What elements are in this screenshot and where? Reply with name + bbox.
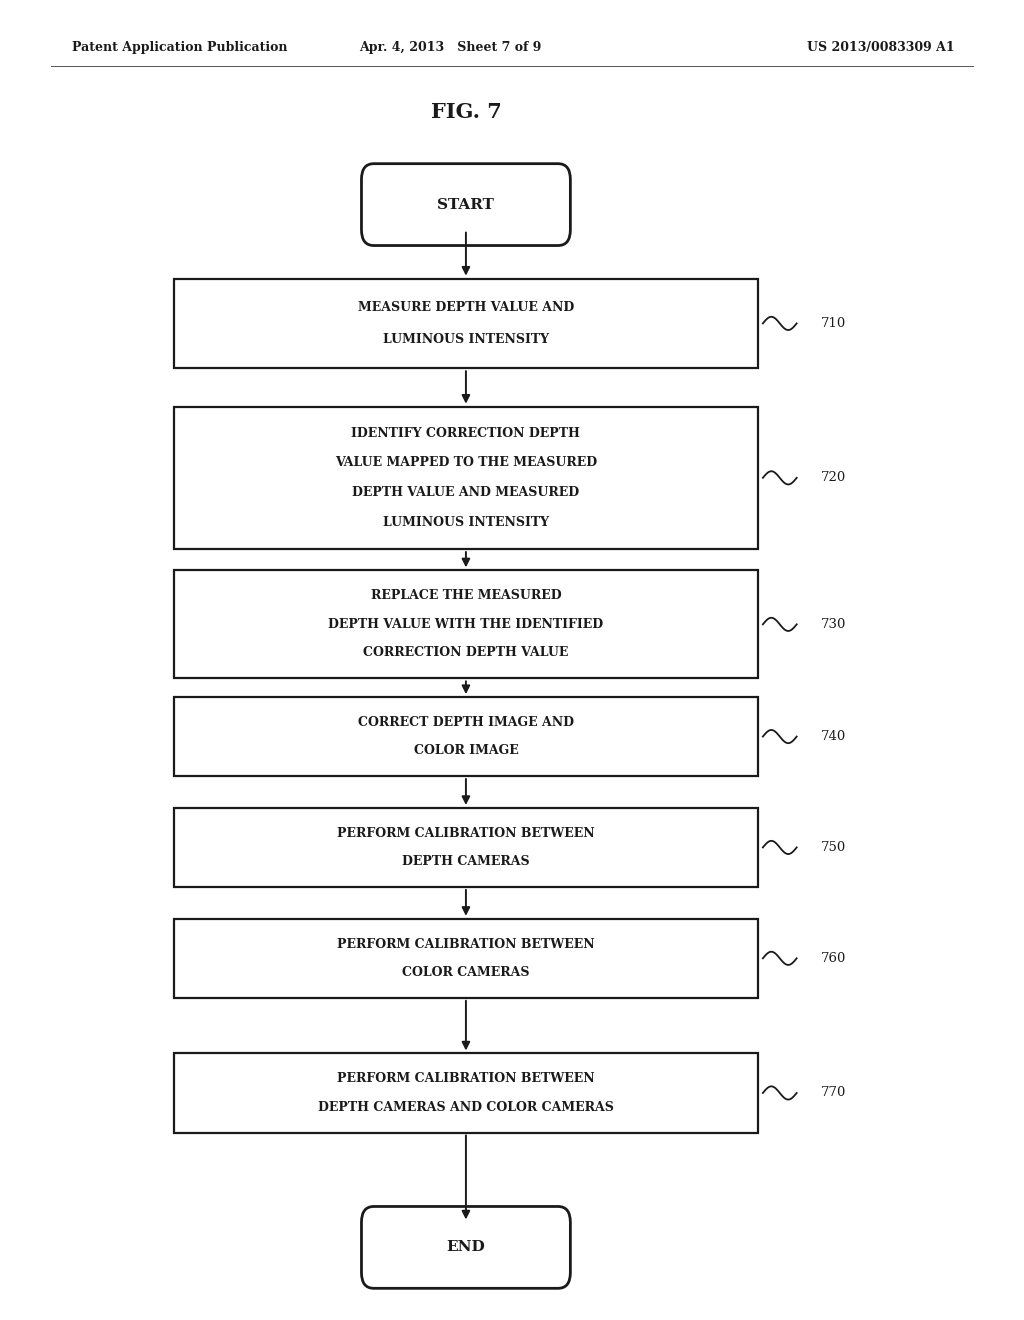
FancyBboxPatch shape: [174, 1053, 758, 1133]
Text: Patent Application Publication: Patent Application Publication: [72, 41, 287, 54]
FancyBboxPatch shape: [174, 279, 758, 368]
Text: 750: 750: [821, 841, 847, 854]
Text: START: START: [437, 198, 495, 211]
Text: REPLACE THE MEASURED: REPLACE THE MEASURED: [371, 589, 561, 602]
Text: PERFORM CALIBRATION BETWEEN: PERFORM CALIBRATION BETWEEN: [337, 1072, 595, 1085]
FancyBboxPatch shape: [174, 697, 758, 776]
Text: DEPTH VALUE WITH THE IDENTIFIED: DEPTH VALUE WITH THE IDENTIFIED: [329, 618, 603, 631]
Text: END: END: [446, 1241, 485, 1254]
Text: 770: 770: [821, 1086, 847, 1100]
FancyBboxPatch shape: [361, 164, 570, 246]
Text: 720: 720: [821, 471, 847, 484]
Text: PERFORM CALIBRATION BETWEEN: PERFORM CALIBRATION BETWEEN: [337, 937, 595, 950]
FancyBboxPatch shape: [174, 407, 758, 549]
Text: 740: 740: [821, 730, 847, 743]
Text: LUMINOUS INTENSITY: LUMINOUS INTENSITY: [383, 333, 549, 346]
Text: DEPTH CAMERAS AND COLOR CAMERAS: DEPTH CAMERAS AND COLOR CAMERAS: [318, 1101, 613, 1114]
Text: Apr. 4, 2013   Sheet 7 of 9: Apr. 4, 2013 Sheet 7 of 9: [359, 41, 542, 54]
Text: FIG. 7: FIG. 7: [430, 102, 502, 123]
Text: DEPTH CAMERAS: DEPTH CAMERAS: [402, 855, 529, 869]
Text: CORRECT DEPTH IMAGE AND: CORRECT DEPTH IMAGE AND: [358, 715, 573, 729]
Text: COLOR IMAGE: COLOR IMAGE: [414, 744, 518, 758]
Text: 710: 710: [821, 317, 847, 330]
Text: COLOR CAMERAS: COLOR CAMERAS: [402, 966, 529, 979]
Text: IDENTIFY CORRECTION DEPTH: IDENTIFY CORRECTION DEPTH: [351, 426, 581, 440]
FancyBboxPatch shape: [361, 1206, 570, 1288]
Text: LUMINOUS INTENSITY: LUMINOUS INTENSITY: [383, 516, 549, 529]
Text: 730: 730: [821, 618, 847, 631]
FancyBboxPatch shape: [174, 808, 758, 887]
FancyBboxPatch shape: [174, 919, 758, 998]
Text: DEPTH VALUE AND MEASURED: DEPTH VALUE AND MEASURED: [352, 486, 580, 499]
Text: PERFORM CALIBRATION BETWEEN: PERFORM CALIBRATION BETWEEN: [337, 826, 595, 840]
Text: 760: 760: [821, 952, 847, 965]
Text: US 2013/0083309 A1: US 2013/0083309 A1: [807, 41, 954, 54]
Text: VALUE MAPPED TO THE MEASURED: VALUE MAPPED TO THE MEASURED: [335, 457, 597, 470]
Text: MEASURE DEPTH VALUE AND: MEASURE DEPTH VALUE AND: [357, 301, 574, 314]
Text: CORRECTION DEPTH VALUE: CORRECTION DEPTH VALUE: [364, 647, 568, 660]
FancyBboxPatch shape: [174, 570, 758, 678]
